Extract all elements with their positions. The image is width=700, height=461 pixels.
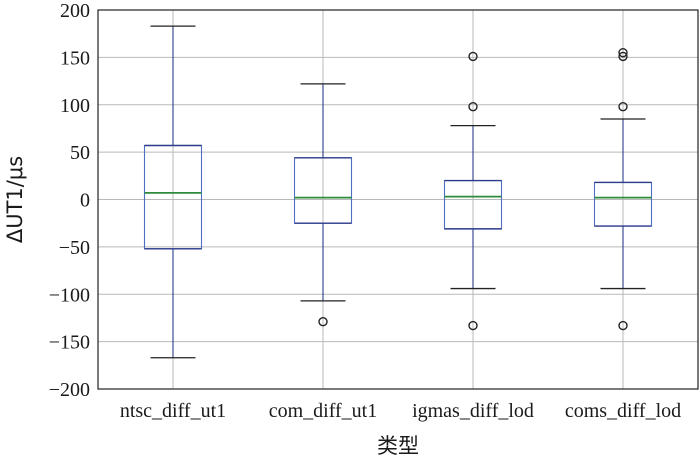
outlier-point <box>618 320 628 331</box>
y-tick-label: −100 <box>49 284 90 306</box>
y-tick-label: 0 <box>80 190 90 212</box>
grid-lines <box>98 10 698 389</box>
x-axis-title: 类型 <box>377 434 419 458</box>
x-axis-tick-labels: ntsc_diff_ut1 com_diff_ut1 igmas_diff_lod c… <box>120 400 681 422</box>
outlier-point <box>618 51 628 62</box>
box-series <box>143 25 653 359</box>
x-tick-label: ntsc_diff_ut1 <box>120 400 226 422</box>
y-axis-tick-labels: −200 −150 −100 −50 0 50 100 150 200 <box>49 0 90 401</box>
x-tick-label: coms_diff_lod <box>565 400 681 422</box>
y-axis-title: ΔUT1/μs <box>3 156 27 243</box>
outlier-point <box>468 101 478 112</box>
box-iqr <box>293 157 353 224</box>
outlier-point <box>318 317 328 327</box>
outlier-point <box>468 320 478 331</box>
box-iqr <box>143 144 203 250</box>
y-tick-label: 150 <box>60 47 90 69</box>
y-tick-label: −200 <box>49 379 90 401</box>
box-coms_diff_lod <box>593 47 653 331</box>
box-igmas_diff_lod <box>443 51 503 331</box>
y-tick-label: 100 <box>60 95 90 117</box>
y-tick-label: 200 <box>60 0 90 22</box>
y-tick-label: 50 <box>70 142 90 164</box>
y-tick-label: −150 <box>49 332 90 354</box>
box-ntsc_diff_ut1 <box>143 25 203 359</box>
box-iqr <box>593 181 653 227</box>
outlier-point <box>618 47 628 58</box>
y-tick-label: −50 <box>59 237 90 259</box>
x-tick-label: igmas_diff_lod <box>412 400 534 422</box>
x-tick-label: com_diff_ut1 <box>269 400 378 422</box>
box-iqr <box>443 180 503 230</box>
box-com_diff_ut1 <box>293 83 353 327</box>
outlier-point <box>468 51 478 62</box>
outlier-point <box>618 101 628 112</box>
plot-frame <box>97 9 699 390</box>
